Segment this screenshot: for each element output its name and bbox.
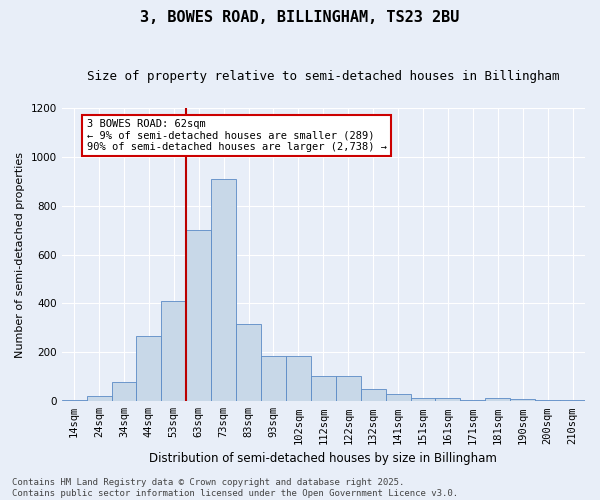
- Bar: [361, 388, 386, 402]
- Bar: [236, 324, 261, 402]
- Bar: [161, 301, 186, 402]
- Bar: [336, 376, 361, 402]
- Bar: [136, 336, 161, 402]
- Bar: [186, 230, 211, 402]
- X-axis label: Distribution of semi-detached houses by size in Billingham: Distribution of semi-detached houses by …: [149, 452, 497, 465]
- Bar: [485, 398, 510, 402]
- Bar: [261, 356, 286, 402]
- Bar: [535, 400, 560, 402]
- Bar: [211, 178, 236, 402]
- Bar: [86, 396, 112, 402]
- Bar: [560, 400, 585, 402]
- Text: Contains HM Land Registry data © Crown copyright and database right 2025.
Contai: Contains HM Land Registry data © Crown c…: [12, 478, 458, 498]
- Text: 3, BOWES ROAD, BILLINGHAM, TS23 2BU: 3, BOWES ROAD, BILLINGHAM, TS23 2BU: [140, 10, 460, 25]
- Bar: [386, 394, 410, 402]
- Bar: [460, 400, 485, 402]
- Bar: [436, 398, 460, 402]
- Bar: [286, 356, 311, 402]
- Y-axis label: Number of semi-detached properties: Number of semi-detached properties: [15, 152, 25, 358]
- Bar: [510, 400, 535, 402]
- Bar: [311, 376, 336, 402]
- Bar: [62, 400, 86, 402]
- Text: 3 BOWES ROAD: 62sqm
← 9% of semi-detached houses are smaller (289)
90% of semi-d: 3 BOWES ROAD: 62sqm ← 9% of semi-detache…: [86, 119, 386, 152]
- Bar: [410, 398, 436, 402]
- Bar: [112, 382, 136, 402]
- Title: Size of property relative to semi-detached houses in Billingham: Size of property relative to semi-detach…: [87, 70, 560, 83]
